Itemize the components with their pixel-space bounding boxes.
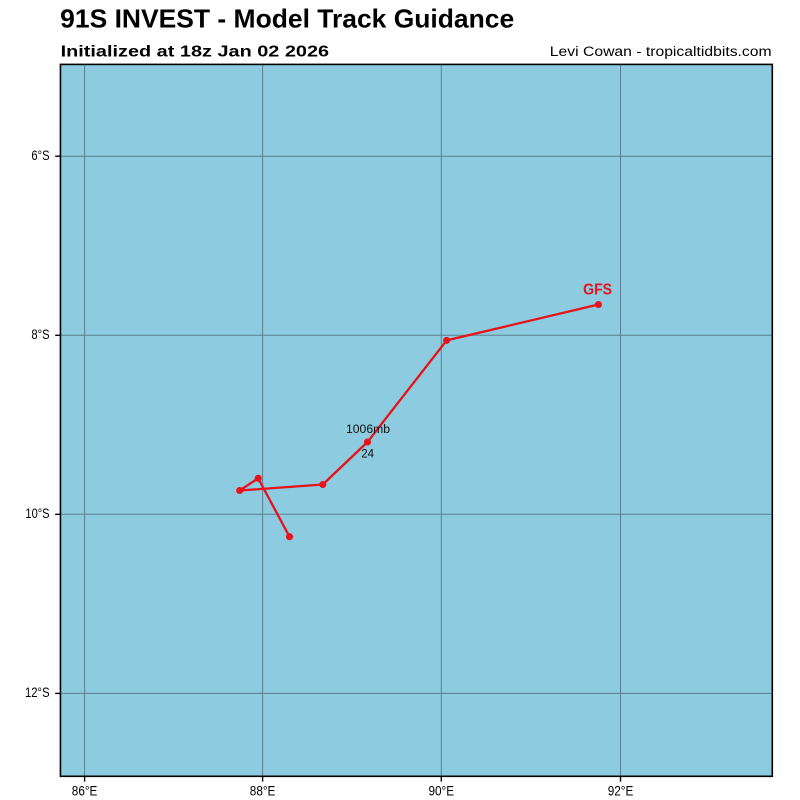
svg-text:1006mb: 1006mb [346, 424, 390, 436]
svg-text:91S INVEST - Model Track Guida: 91S INVEST - Model Track Guidance [60, 4, 514, 34]
svg-text:86°E: 86°E [72, 784, 98, 799]
svg-text:88°E: 88°E [250, 784, 276, 799]
svg-text:10°S: 10°S [25, 506, 49, 521]
svg-text:8°S: 8°S [31, 327, 49, 342]
svg-text:92°E: 92°E [608, 784, 634, 799]
svg-text:Levi Cowan - tropicaltidbits.c: Levi Cowan - tropicaltidbits.com [550, 44, 772, 59]
svg-text:90°E: 90°E [429, 784, 455, 799]
svg-text:GFS: GFS [583, 282, 612, 299]
svg-text:12°S: 12°S [25, 685, 50, 700]
svg-text:24: 24 [361, 449, 374, 461]
svg-text:6°S: 6°S [31, 148, 49, 163]
svg-text:Initialized at 18z Jan 02 2026: Initialized at 18z Jan 02 2026 [61, 44, 330, 61]
